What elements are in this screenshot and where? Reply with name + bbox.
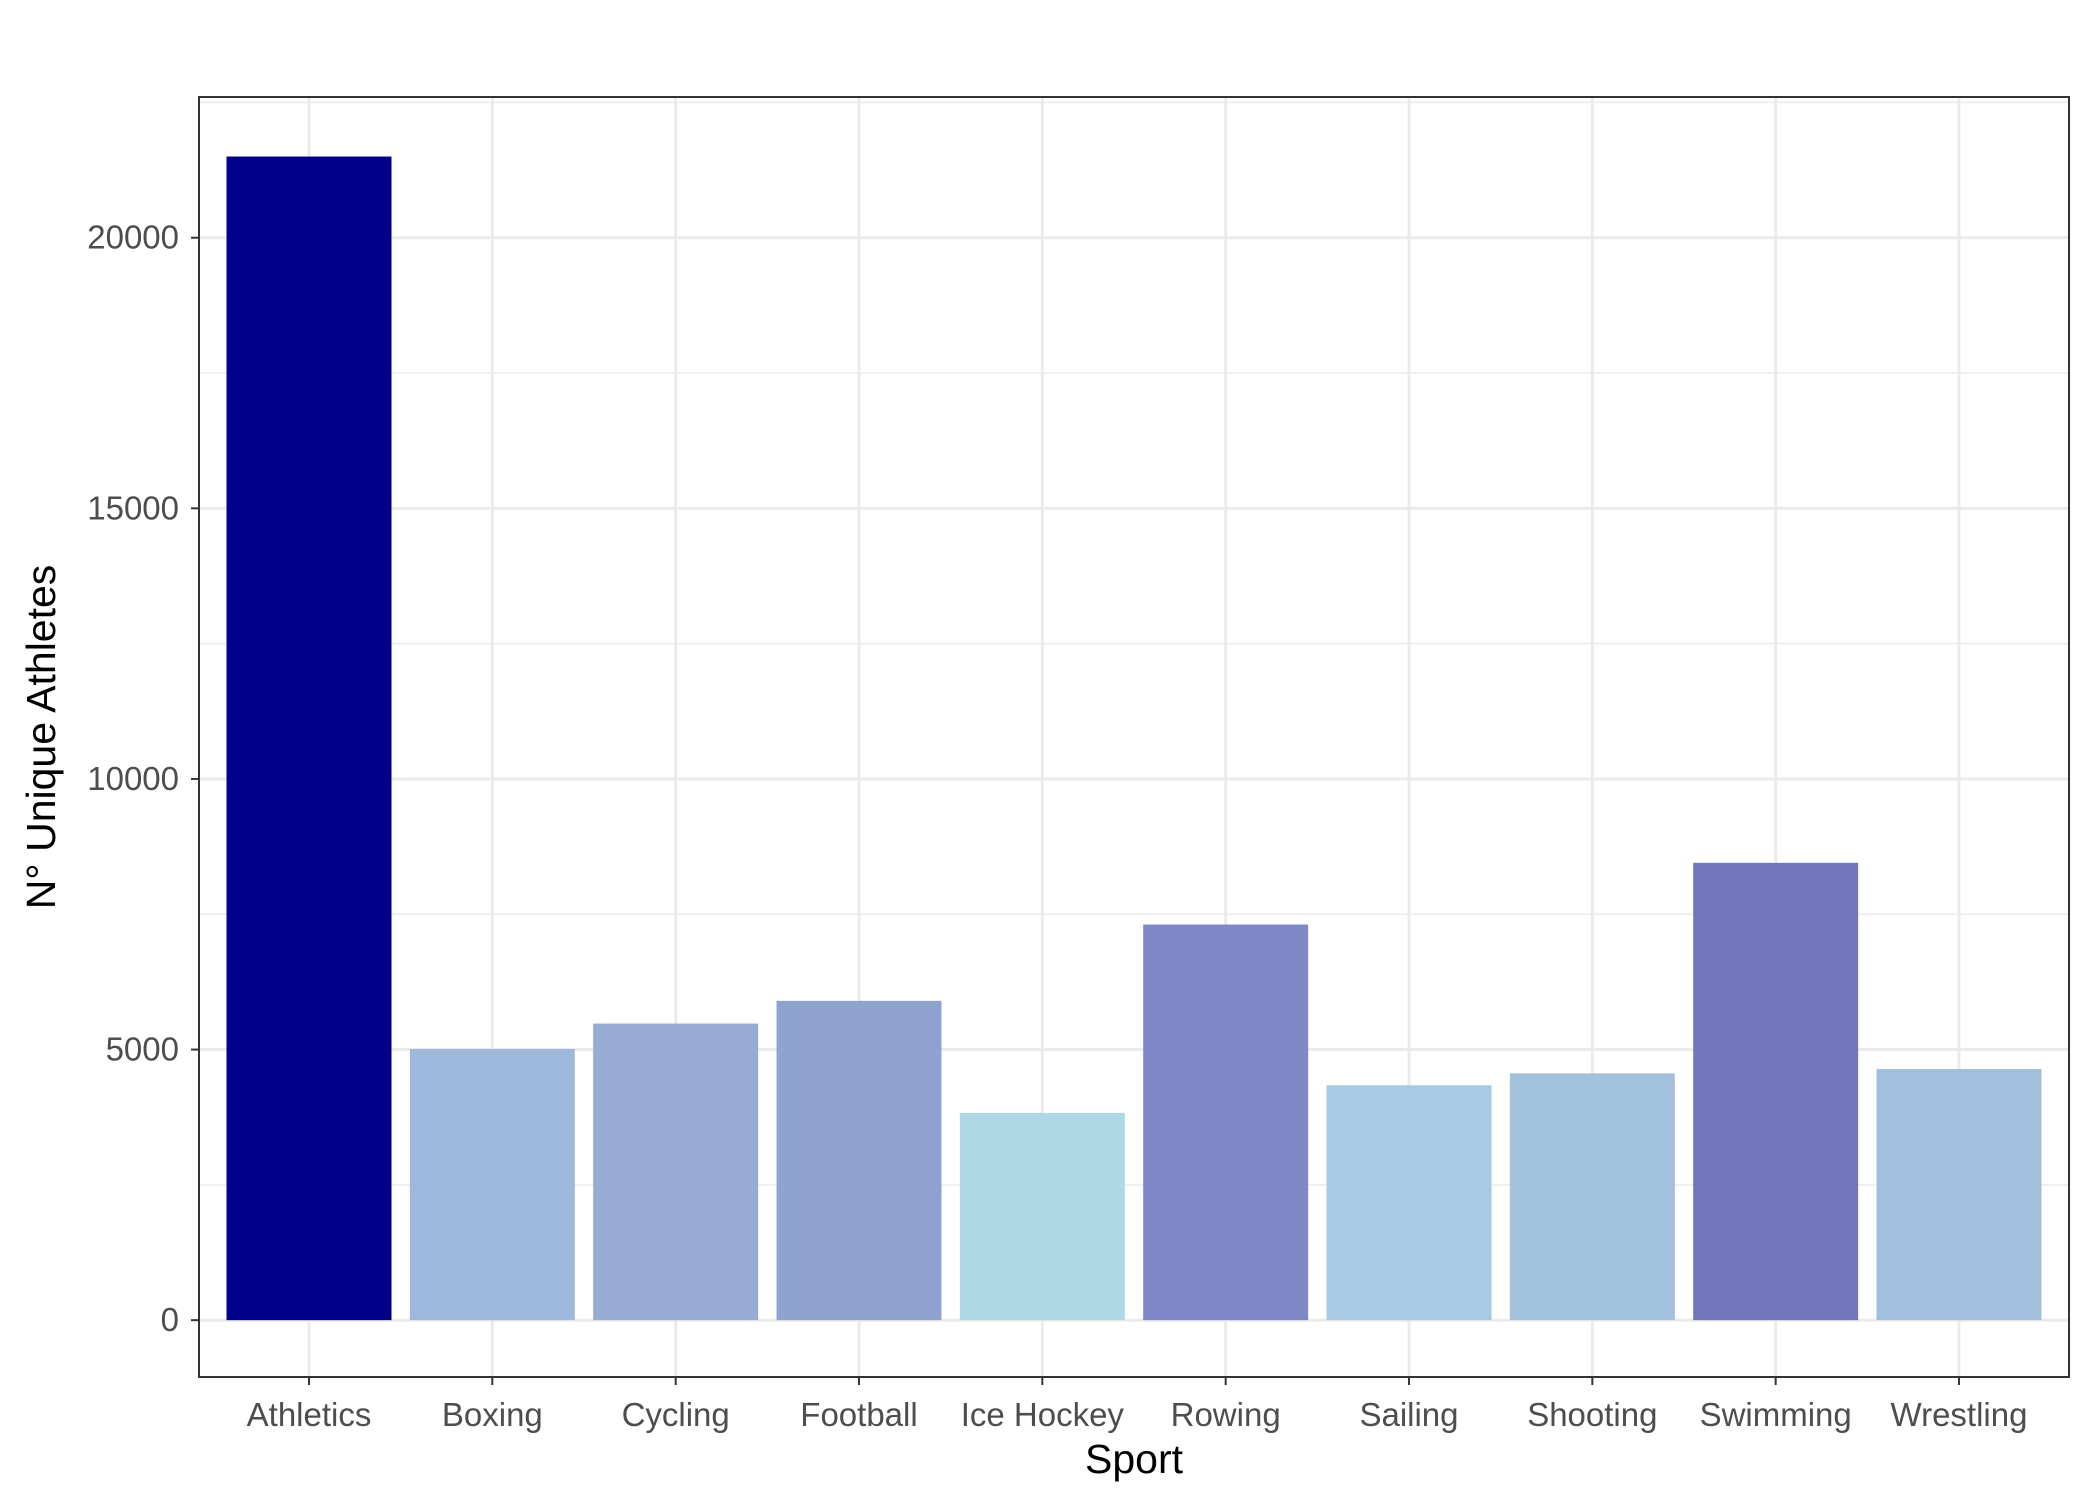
bar-football: [776, 1000, 942, 1321]
x-tick-label: Rowing: [1171, 1396, 1281, 1433]
x-axis-ticks: Athletics Boxing Cycling Football Ice Hockey…: [247, 1377, 2028, 1433]
y-axis-ticks: 0 5000 10000 15000 20000: [87, 219, 199, 1338]
plot-border: [198, 96, 2070, 1378]
x-tick-label: Athletics: [247, 1396, 372, 1433]
bar-athletics: [226, 156, 392, 1321]
bar-sailing: [1326, 1085, 1492, 1321]
x-tick-label: Ice Hockey: [961, 1396, 1125, 1433]
x-tick-label: Cycling: [622, 1396, 730, 1433]
bar-boxing: [409, 1049, 575, 1321]
bar-cycling: [593, 1023, 759, 1321]
x-tick-label: Shooting: [1527, 1396, 1657, 1433]
x-axis-title: Sport: [1085, 1436, 1184, 1482]
x-tick-label: Boxing: [442, 1396, 543, 1433]
bar-swimming: [1693, 862, 1859, 1321]
bar-wrestling: [1876, 1069, 2042, 1321]
bars: [226, 156, 2042, 1321]
x-tick-label: Football: [800, 1396, 917, 1433]
bar-rowing: [1143, 924, 1309, 1321]
y-tick-label: 15000: [87, 489, 179, 526]
x-tick-label: Sailing: [1359, 1396, 1458, 1433]
y-tick-label: 20000: [87, 219, 179, 256]
y-tick-label: 5000: [106, 1031, 179, 1068]
x-tick-label: Swimming: [1700, 1396, 1852, 1433]
y-axis-title: N° Unique Athletes: [18, 565, 64, 910]
y-tick-label: 10000: [87, 760, 179, 797]
x-tick-label: Wrestling: [1891, 1396, 2028, 1433]
bar-shooting: [1509, 1073, 1675, 1321]
bar-ice-hockey: [959, 1112, 1125, 1321]
y-tick-label: 0: [161, 1301, 179, 1338]
